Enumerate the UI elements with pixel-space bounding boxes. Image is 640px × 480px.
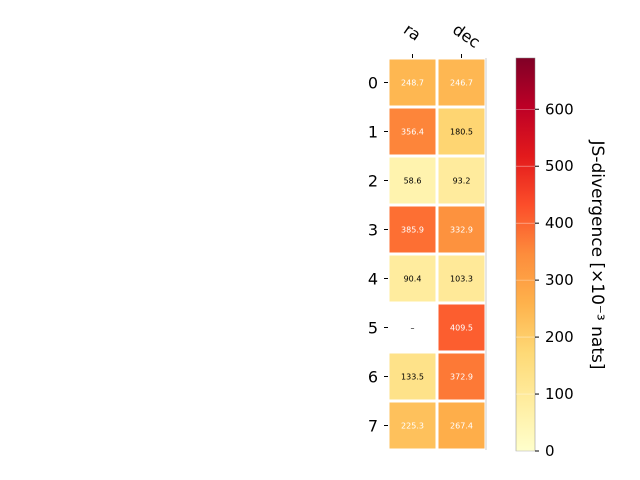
- cell-value-label: 267.4: [450, 422, 473, 431]
- colorbar-tick-label: 200: [545, 328, 574, 346]
- cell-value-label: 356.4: [401, 128, 424, 137]
- row-tick-label: 2: [368, 172, 378, 191]
- cell-value-label: 248.7: [401, 79, 424, 88]
- heatmap-cell: [389, 157, 436, 204]
- colorbar-tick-label: 400: [545, 214, 574, 232]
- heatmap-cell: [438, 108, 485, 155]
- heatmap-cell: [389, 255, 436, 302]
- row-tick-label: 5: [368, 319, 378, 338]
- heatmap-cell: [389, 353, 436, 400]
- heatmap-cell: [438, 59, 485, 106]
- heatmap-cell: [389, 59, 436, 106]
- heatmap-cell: [438, 206, 485, 253]
- cell-value-label: 409.5: [450, 324, 473, 333]
- heatmap-cell: [389, 108, 436, 155]
- colorbar-gradient: [515, 57, 536, 452]
- row-tick-label: 3: [368, 221, 378, 240]
- heatmap-cell: [438, 402, 485, 449]
- colorbar-label: JS-divergence [×10⁻³ nats]: [587, 140, 607, 370]
- colorbar: JS-divergence [×10⁻³ nats] 0 100 200 300 400…: [515, 57, 607, 460]
- heatmap-grid: 248.7 246.7 356.4 180.5 58.6 93.2 385.9 332.9 90…: [368, 20, 487, 450]
- heatmap-cell: [389, 402, 436, 449]
- column-label: dec: [449, 20, 483, 52]
- colorbar-tick-label: 0: [545, 442, 555, 460]
- row-tick-label: 7: [368, 417, 378, 436]
- cell-value-label: 372.9: [450, 373, 473, 382]
- heatmap-cell: [438, 353, 485, 400]
- cell-value-label: 180.5: [450, 128, 473, 137]
- colorbar-tick-label: 600: [545, 100, 574, 118]
- heatmap-cell: [438, 255, 485, 302]
- cell-value-label: 133.5: [401, 373, 424, 382]
- colorbar-tick-label: 500: [545, 157, 574, 175]
- cell-value-label: 103.3: [450, 275, 473, 284]
- row-tick-label: 0: [368, 74, 378, 93]
- row-tick-label: 6: [368, 368, 378, 387]
- heatmap-cell: [438, 157, 485, 204]
- cell-value-label: 385.9: [401, 226, 424, 235]
- heatmap-cell: [438, 304, 485, 351]
- row-tick-label: 4: [368, 270, 378, 289]
- cell-value-label: 332.9: [450, 226, 473, 235]
- cell-value-label: –: [411, 324, 415, 333]
- heatmap-cell: [389, 304, 436, 351]
- colorbar-tick-label: 300: [545, 271, 574, 289]
- cell-value-label: 58.6: [404, 177, 422, 186]
- heatmap-cell: [389, 206, 436, 253]
- colorbar-tick-label: 100: [545, 385, 574, 403]
- cell-value-label: 225.3: [401, 422, 424, 431]
- row-tick-label: 1: [368, 123, 378, 142]
- cell-value-label: 246.7: [450, 79, 473, 88]
- cell-value-label: 90.4: [404, 275, 422, 284]
- column-label: ra: [400, 20, 424, 45]
- cell-value-label: 93.2: [453, 177, 471, 186]
